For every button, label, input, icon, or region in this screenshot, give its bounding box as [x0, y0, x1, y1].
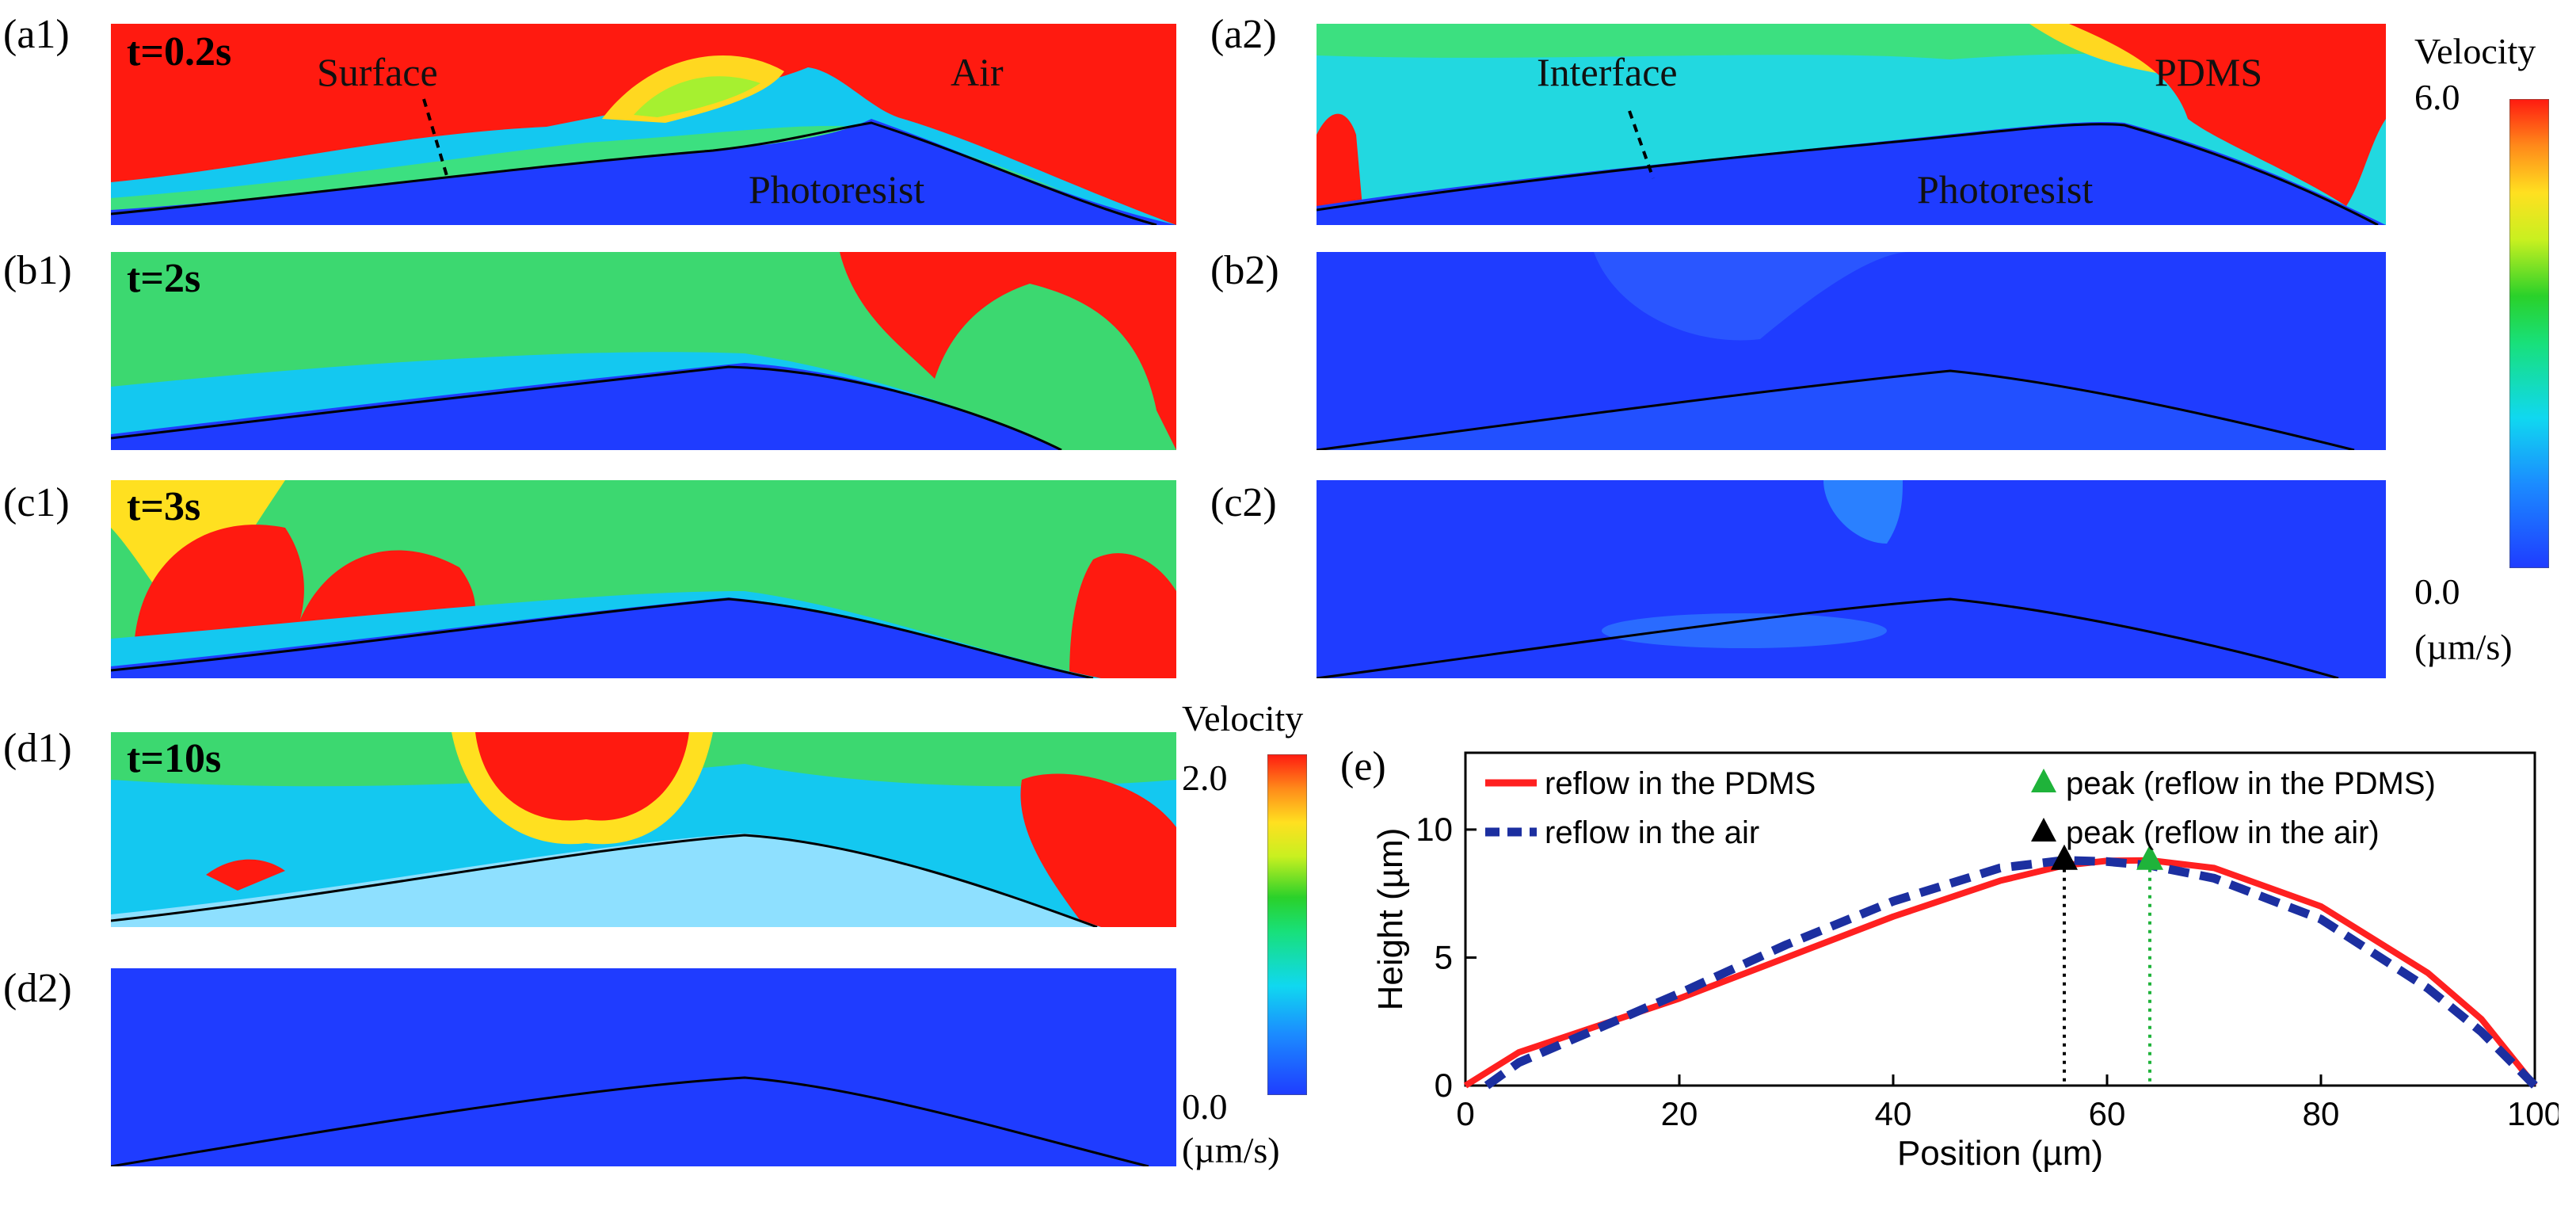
- colorbar-right-title: Velocity: [2414, 31, 2536, 71]
- panel-c2-field: [1317, 480, 2386, 678]
- legend-label-air: reflow in the air: [1545, 815, 1759, 850]
- panel-a1-field: [111, 24, 1176, 225]
- panel-d2-field: [111, 968, 1176, 1166]
- y-tick-label: 10: [1416, 811, 1453, 848]
- colorbar-left-unit: (µm/s): [1182, 1130, 1280, 1170]
- x-tick-label: 100: [2507, 1095, 2559, 1132]
- panel-b2-field: [1317, 252, 2386, 450]
- panel-b2-label: (b2): [1210, 248, 1279, 293]
- y-tick-label: 5: [1435, 938, 1453, 975]
- panel-c2-label: (c2): [1210, 480, 1277, 525]
- legend-swatch-peak-air: [2031, 818, 2056, 842]
- panel-c1-time: t=3s: [127, 484, 201, 529]
- annotation-air: Air: [951, 50, 1004, 94]
- panel-b1-field: [111, 252, 1176, 450]
- x-tick-label: 0: [1456, 1095, 1474, 1132]
- annotation-surface: Surface: [317, 50, 438, 94]
- peak-marker-1: [2051, 844, 2078, 870]
- legend-swatch-peak-pdms: [2031, 769, 2056, 792]
- legend-label-pdms: reflow in the PDMS: [1545, 766, 1816, 801]
- series-line-pdms: [1463, 857, 2538, 1089]
- annotation-interface: Interface: [1537, 50, 1678, 94]
- legend-label-peak-pdms: peak (reflow in the PDMS): [2066, 766, 2436, 801]
- x-tick-label: 40: [1875, 1095, 1912, 1132]
- panel-b1-time: t=2s: [127, 256, 201, 301]
- colorbar-left-min: 0.0: [1182, 1086, 1228, 1127]
- panel-d1-time: t=10s: [127, 736, 222, 781]
- x-tick-label: 20: [1661, 1095, 1698, 1132]
- panel-a1-label: (a1): [3, 12, 70, 57]
- legend-label-peak-air: peak (reflow in the air): [2066, 815, 2380, 850]
- colorbar-right: [2509, 99, 2549, 568]
- panel-c1-label: (c1): [3, 480, 70, 525]
- panel-a1-time: t=0.2s: [127, 29, 232, 74]
- panel-a2-label: (a2): [1210, 12, 1277, 57]
- colorbar-left-max: 2.0: [1182, 758, 1228, 798]
- colorbar-right-min: 0.0: [2414, 571, 2460, 612]
- peak-marker-0: [2136, 844, 2163, 870]
- x-tick-label: 80: [2303, 1095, 2340, 1132]
- panel-b1-label: (b1): [3, 248, 72, 293]
- y-tick-label: 0: [1435, 1067, 1453, 1104]
- panel-d1-field: [111, 732, 1176, 927]
- panel-d2-label: (d2): [3, 966, 72, 1011]
- annotation-photoresist-a1: Photoresist: [749, 167, 925, 212]
- y-axis-label: Height (µm): [1371, 828, 1410, 1011]
- plot-frame: [1464, 751, 2536, 1087]
- x-tick-label: 60: [2089, 1095, 2126, 1132]
- panel-a2-field: [1317, 24, 2386, 225]
- annotation-photoresist-a2: Photoresist: [1917, 167, 2094, 212]
- annotation-pdms: PDMS: [2155, 50, 2263, 94]
- x-axis-label: Position (µm): [1897, 1134, 2103, 1173]
- colorbar-right-max: 6.0: [2414, 77, 2460, 117]
- panel-d1-label: (d1): [3, 726, 72, 771]
- panel-c1-field: [111, 480, 1176, 678]
- colorbar-left: [1267, 754, 1307, 1095]
- panel-e-label: (e): [1340, 744, 1386, 789]
- colorbar-left-title: Velocity: [1182, 698, 1304, 738]
- panel-e-chart: 0 20 40 60 80 100 0 5 10 reflow in the PDMS reflo…: [1371, 751, 2559, 1173]
- series-line-air: [1484, 856, 2538, 1090]
- colorbar-right-unit: (µm/s): [2414, 627, 2513, 667]
